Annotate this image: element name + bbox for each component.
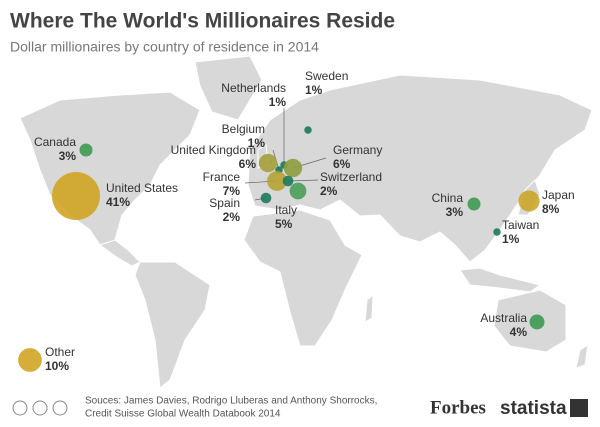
bubble — [529, 314, 545, 330]
country-label: France — [203, 170, 241, 184]
value-label: 2% — [223, 210, 241, 224]
value-label: 5% — [275, 217, 293, 231]
country-label: Australia — [480, 311, 527, 325]
country-label: Germany — [333, 143, 382, 157]
forbes-logo: Forbes — [430, 397, 486, 418]
value-label: 7% — [223, 184, 241, 198]
country-label: China — [432, 191, 464, 205]
statista-logo: statista — [500, 398, 567, 419]
country-label: Belgium — [222, 122, 265, 136]
country-label: Sweden — [305, 69, 348, 83]
bubble — [79, 143, 93, 157]
value-label: 2% — [320, 184, 338, 198]
country-label: Other — [45, 345, 75, 359]
country-label: Spain — [209, 196, 240, 210]
country-label: Italy — [275, 203, 297, 217]
subtitle: Dollar millionaires by country of reside… — [10, 39, 319, 55]
value-label: 6% — [333, 157, 351, 171]
value-label: 1% — [269, 95, 287, 109]
bubble — [304, 126, 312, 134]
country-label: Canada — [34, 135, 76, 149]
country-label: United Kingdom — [171, 143, 256, 157]
statista-icon — [570, 399, 588, 417]
value-label: 1% — [248, 136, 266, 150]
country-label: Japan — [542, 188, 575, 202]
bubble — [267, 171, 287, 191]
source-line: Souces: James Davies, Rodrigo Lluberas a… — [85, 396, 377, 407]
bubble — [283, 158, 303, 178]
value-label: 4% — [510, 325, 528, 339]
value-label: 3% — [446, 205, 464, 219]
bubble — [289, 182, 307, 200]
bubble — [258, 153, 278, 173]
value-label: 41% — [106, 195, 130, 209]
bubble — [493, 228, 501, 236]
bubble — [282, 175, 294, 187]
value-label: 10% — [45, 359, 69, 373]
value-label: 1% — [502, 232, 520, 246]
license-icons — [12, 400, 68, 416]
bubble — [51, 171, 101, 221]
bubble — [18, 348, 42, 372]
bubble — [467, 197, 481, 211]
country-label: Taiwan — [502, 218, 539, 232]
value-label: 3% — [59, 149, 77, 163]
country-label: United States — [106, 181, 178, 195]
country-label: Switzerland — [320, 170, 382, 184]
source-line: Credit Suisse Global Wealth Databook 201… — [85, 409, 281, 420]
value-label: 8% — [542, 202, 560, 216]
bubble — [260, 192, 272, 204]
value-label: 6% — [239, 157, 257, 171]
title: Where The World's Millionaires Reside — [10, 10, 395, 33]
bubble — [518, 190, 540, 212]
value-label: 1% — [305, 83, 323, 97]
country-label: Netherlands — [221, 81, 286, 95]
